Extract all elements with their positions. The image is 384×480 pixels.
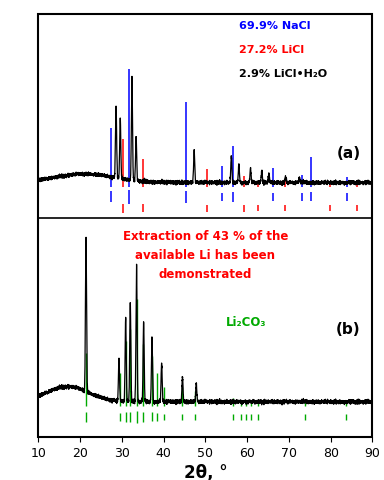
Text: Li₂CO₃: Li₂CO₃ — [225, 316, 266, 329]
Text: 27.2% LiCl: 27.2% LiCl — [239, 45, 304, 55]
Text: 69.9% NaCl: 69.9% NaCl — [239, 21, 310, 31]
Text: Extraction of 43 % of the
available Li has been
demonstrated: Extraction of 43 % of the available Li h… — [123, 229, 288, 281]
X-axis label: 2θ, °: 2θ, ° — [184, 464, 227, 480]
Text: (b): (b) — [336, 323, 361, 337]
Text: 2.9% LiCl•H₂O: 2.9% LiCl•H₂O — [239, 70, 327, 80]
Text: (a): (a) — [337, 145, 361, 161]
